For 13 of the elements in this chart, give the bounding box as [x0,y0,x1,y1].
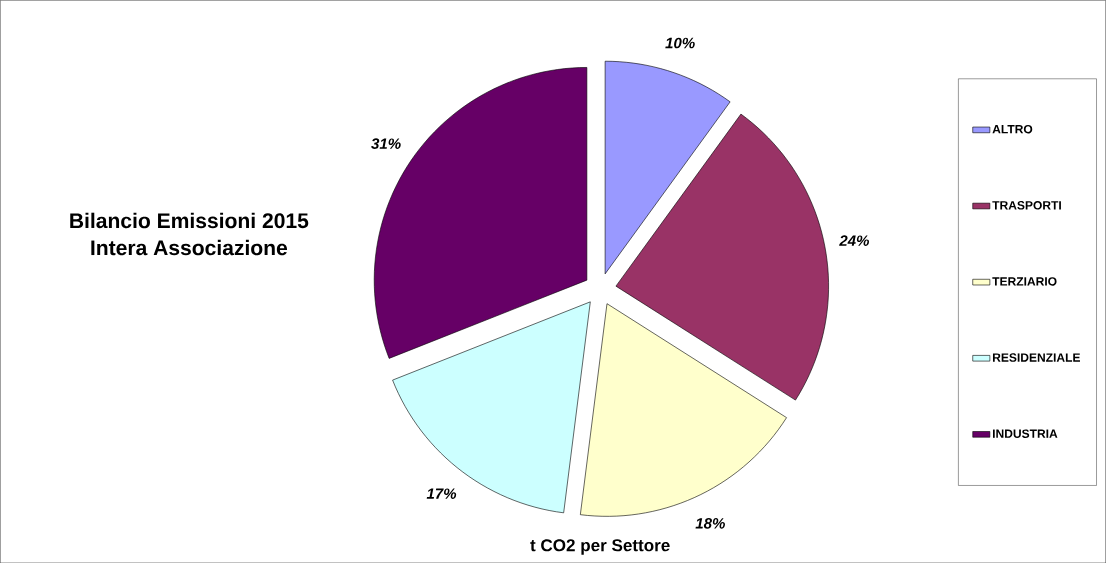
text: Intera Associazione [91,239,288,256]
data-label: 17% [426,488,457,499]
legend-label: TERZIARIO [992,277,1057,286]
legend-label: INDUSTRIA [992,429,1058,438]
legend-label: ALTRO [992,124,1033,134]
data-label: 31% [371,138,401,149]
data-label: 10% [665,37,695,49]
legend-label: RESIDENZIALE [992,353,1080,362]
legend-label: TRASPORTI [992,200,1061,210]
data-label: 18% [695,517,725,529]
data-label: 24% [839,235,870,246]
text: t CO2 per Settore [530,539,670,555]
text: Bilancio Emissioni 2015 [70,212,309,229]
